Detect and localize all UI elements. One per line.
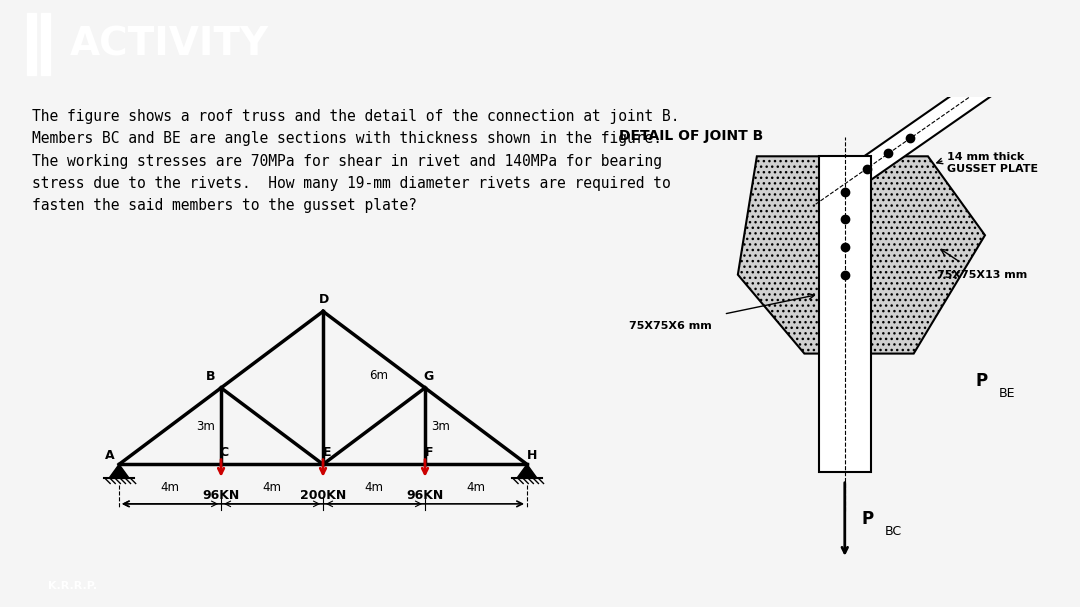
Text: 4m: 4m	[262, 481, 282, 494]
Text: The figure shows a roof truss and the detail of the connection at joint B.
Membe: The figure shows a roof truss and the de…	[32, 109, 680, 213]
Text: 75X75X13 mm: 75X75X13 mm	[937, 270, 1028, 280]
Text: B: B	[206, 370, 216, 383]
Bar	[41, 13, 50, 75]
Text: 4m: 4m	[467, 481, 486, 494]
Text: 96KN: 96KN	[202, 489, 240, 501]
Text: 14 mm thick
GUSSET PLATE: 14 mm thick GUSSET PLATE	[947, 152, 1038, 174]
Text: 96KN: 96KN	[406, 489, 444, 501]
Text: 3m: 3m	[431, 419, 449, 433]
Bar	[27, 13, 36, 75]
Text: DETAIL OF JOINT B: DETAIL OF JOINT B	[619, 129, 764, 143]
Text: P: P	[862, 510, 874, 528]
Text: G: G	[423, 370, 434, 383]
Polygon shape	[836, 80, 991, 192]
Bar	[819, 156, 870, 472]
Text: 4m: 4m	[161, 481, 179, 494]
Text: A: A	[106, 449, 114, 462]
Polygon shape	[517, 464, 537, 478]
Text: K.R.R.P.: K.R.R.P.	[49, 581, 97, 591]
Text: 75X75X6 mm: 75X75X6 mm	[629, 321, 712, 331]
Text: 200KN: 200KN	[300, 489, 347, 501]
Text: H: H	[527, 449, 537, 462]
Text: BC: BC	[886, 524, 902, 538]
Text: D: D	[320, 293, 329, 307]
Text: 6m: 6m	[369, 368, 389, 382]
Text: BE: BE	[999, 387, 1015, 399]
Text: E: E	[323, 446, 332, 459]
Polygon shape	[738, 156, 985, 353]
Text: C: C	[219, 446, 228, 459]
Text: P: P	[975, 372, 987, 390]
Text: 4m: 4m	[365, 481, 383, 494]
Text: ACTIVITY: ACTIVITY	[70, 25, 269, 63]
Text: 3m: 3m	[197, 419, 215, 433]
Text: F: F	[424, 446, 433, 459]
Polygon shape	[109, 464, 130, 478]
